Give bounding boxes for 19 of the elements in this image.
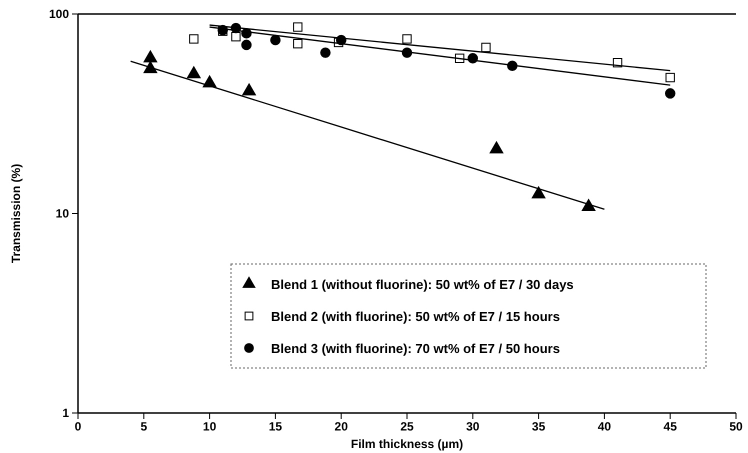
x-tick-label: 15 bbox=[268, 420, 282, 434]
y-tick-label: 1 bbox=[62, 406, 70, 420]
x-tick-label: 0 bbox=[74, 420, 82, 434]
x-tick-label: 35 bbox=[532, 420, 546, 434]
x-tick-label: 5 bbox=[140, 420, 148, 434]
legend-label: Blend 2 (with fluorine): 50 wt% of E7 / 15 hours bbox=[271, 309, 560, 324]
x-tick-label: 30 bbox=[466, 420, 480, 434]
x-tick-label: 10 bbox=[202, 420, 217, 434]
x-tick-label: 50 bbox=[729, 420, 743, 434]
y-tick-label: 100 bbox=[48, 6, 70, 21]
legend-label: Blend 3 (with fluorine): 70 wt% of E7 / 50 hours bbox=[271, 341, 560, 356]
x-tick-label: 45 bbox=[664, 420, 678, 434]
y-axis-title: Transmission (%) bbox=[9, 164, 23, 264]
x-axis-title: Film thickness (µm) bbox=[350, 437, 464, 451]
y-tick-label: 10 bbox=[56, 206, 70, 220]
x-tick-label: 25 bbox=[400, 420, 414, 434]
legend-label: Blend 1 (without fluorine): 50 wt% of E7 / 30 days bbox=[271, 277, 574, 292]
x-tick-label: 40 bbox=[598, 420, 612, 434]
x-tick-label: 20 bbox=[334, 420, 348, 434]
